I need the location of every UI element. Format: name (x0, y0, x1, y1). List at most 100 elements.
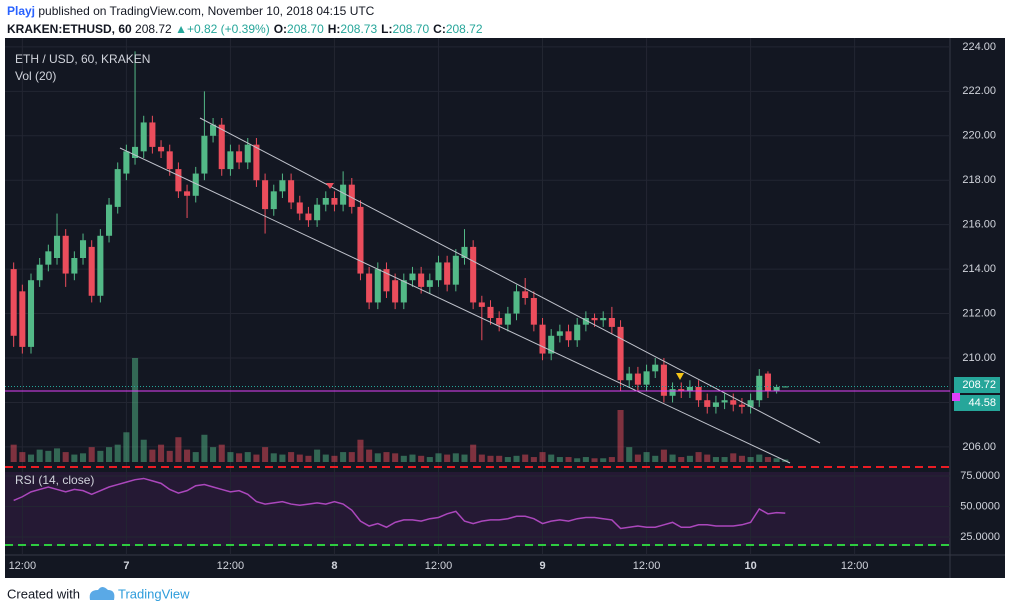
candle-body (435, 262, 442, 281)
volume-bar (730, 453, 737, 462)
volume-bar (452, 453, 459, 462)
channel-lower (119, 147, 791, 464)
candle-body (383, 269, 390, 292)
author[interactable]: Playj (7, 4, 35, 18)
volume-bar (97, 450, 104, 462)
candle-body (123, 151, 130, 174)
candle-body (331, 198, 338, 205)
publish-line: Playj published on TradingView.com, Nove… (7, 4, 375, 18)
brand[interactable]: TradingView (118, 586, 190, 601)
volume-bar (704, 454, 711, 462)
volume-bar (53, 448, 61, 462)
candle-body (27, 280, 35, 347)
candle-body (626, 373, 633, 381)
volume-bar (574, 458, 581, 462)
rsi-title: RSI (14, close) (15, 473, 94, 487)
volume-bar (660, 449, 667, 462)
volume-bar (478, 454, 485, 462)
y-tick-label: 218.00 (962, 174, 996, 186)
candle-body (288, 180, 295, 203)
volume-bar (88, 447, 95, 462)
volume-bar (773, 458, 780, 462)
rsi-line (13, 477, 786, 530)
y-tick-label: 222.00 (962, 85, 996, 97)
x-tick-label: 8 (331, 560, 337, 572)
candle-body (132, 146, 139, 158)
volume-bar (712, 457, 719, 462)
volume-bar (634, 454, 641, 462)
candle-body (608, 318, 615, 327)
y-tick-label: 210.00 (962, 352, 996, 364)
candle-body (461, 246, 468, 258)
candle-body (262, 180, 269, 210)
candle-body (253, 144, 260, 181)
candle-body (314, 204, 321, 221)
candle-body (652, 364, 659, 372)
volume-bar (71, 454, 78, 462)
candle-body (669, 389, 676, 396)
candle-body (322, 198, 329, 205)
volume-title: Vol (20) (15, 69, 56, 83)
y-tick-label: 214.00 (962, 263, 996, 275)
x-tick-label: 12:00 (633, 560, 661, 572)
candle-body (106, 204, 113, 236)
candle-body (409, 273, 416, 281)
y-tick-label: 50.0000 (960, 500, 1000, 512)
volume-bar (262, 447, 269, 462)
volume-bar (106, 447, 113, 462)
volume-bar (158, 444, 165, 462)
ohlc-label: H: (328, 22, 341, 36)
symbol-legend: KRAKEN:ETHUSD, 60 208.72 ▲+0.82 (+0.39%)… (7, 22, 483, 36)
logo[interactable] (89, 587, 115, 600)
volume-bar (123, 432, 130, 462)
candle-body (53, 235, 61, 258)
candle-body (695, 386, 702, 401)
candle-body (348, 184, 355, 207)
volume-bar (279, 454, 286, 462)
candle-body (279, 180, 286, 192)
candle-body (88, 246, 95, 296)
volume-bar (643, 452, 650, 462)
candle-body (522, 291, 529, 298)
candle-body (270, 191, 277, 210)
ohlc-value: 208.72 (446, 22, 483, 36)
volume-bar (522, 454, 529, 462)
volume-bar (686, 455, 693, 462)
candle-body (236, 151, 243, 163)
published: published on TradingView.com, November 1… (38, 4, 374, 18)
candle-body (756, 375, 763, 401)
volume-bar (288, 452, 295, 462)
candle-body (192, 173, 199, 196)
candle-body (244, 144, 251, 163)
volume-bar (27, 454, 35, 462)
candle-body (712, 402, 719, 407)
candle-body (470, 246, 477, 303)
volume-bar (435, 453, 442, 462)
y-tick-label: 25.0000 (960, 531, 1000, 543)
candle-body (496, 318, 503, 325)
volume-bar (409, 454, 416, 462)
volume-bar (270, 453, 277, 462)
rsi-last-label: 44.58 (968, 397, 996, 409)
volume-bar (296, 454, 303, 462)
candle-body (71, 258, 78, 274)
candle-body (210, 124, 217, 136)
candle-body (374, 269, 381, 303)
candle-body (452, 255, 459, 285)
ohlc-label: C: (433, 22, 446, 36)
last: 208.72 (135, 22, 172, 36)
candle-body (600, 318, 607, 321)
candle-body (591, 318, 598, 321)
rsi-label-box (954, 395, 1000, 411)
symbol: KRAKEN:ETHUSD, 60 (7, 22, 132, 36)
candle-body (582, 318, 589, 325)
y-tick-label: 220.00 (962, 130, 996, 142)
volume-bar (582, 457, 589, 462)
candles (10, 51, 789, 530)
candle-body (504, 313, 511, 325)
level-marker (952, 393, 960, 401)
candle-body (149, 122, 156, 147)
volume-bar (166, 450, 173, 462)
candle-body (36, 264, 43, 281)
candle-body (617, 326, 624, 381)
